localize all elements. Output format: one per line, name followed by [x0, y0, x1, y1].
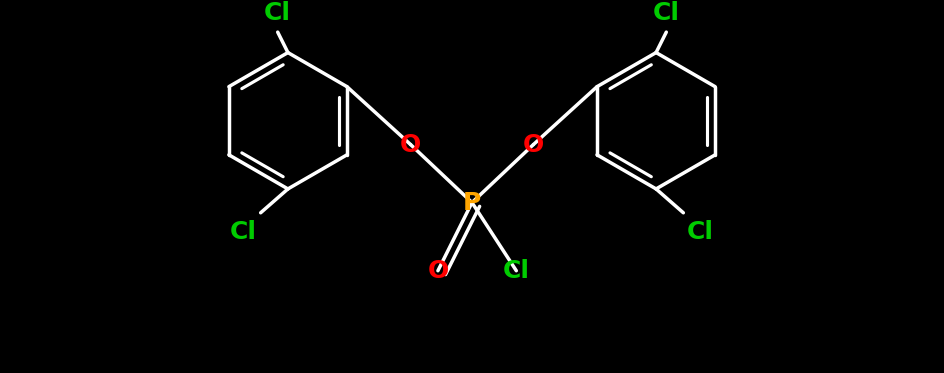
Text: Cl: Cl	[503, 259, 530, 283]
Text: Cl: Cl	[687, 220, 714, 244]
Text: Cl: Cl	[230, 220, 257, 244]
Text: O: O	[523, 133, 544, 157]
Text: O: O	[400, 133, 421, 157]
Text: P: P	[463, 191, 481, 214]
Text: Cl: Cl	[264, 1, 291, 25]
Text: O: O	[428, 259, 448, 283]
Text: Cl: Cl	[653, 1, 680, 25]
